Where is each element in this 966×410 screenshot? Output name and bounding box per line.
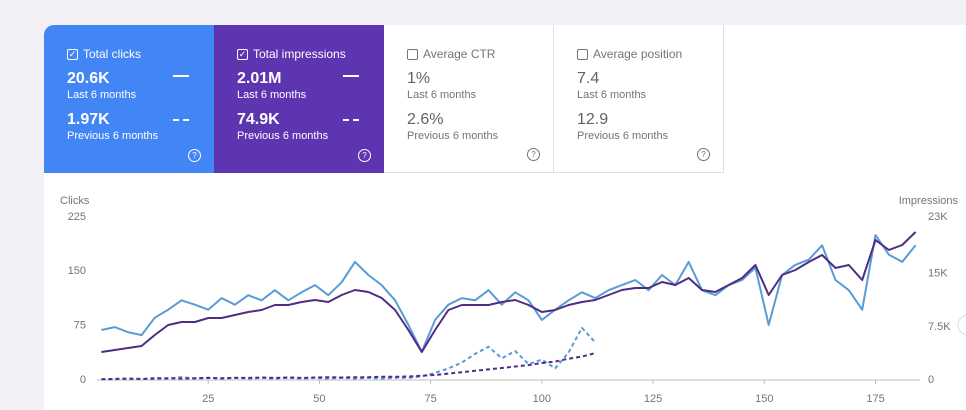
x-tick-label: 25 [202,393,214,405]
current-period: Last 6 months [237,89,307,101]
current-value: 7.4 [577,70,600,87]
card-header: ✓ Total clicks [67,47,214,61]
series-line [101,352,596,381]
help-icon: ? [697,148,710,161]
card-header: Average CTR [407,47,553,61]
card-label: Average CTR [423,47,496,61]
previous-value: 12.9 [577,111,609,128]
previous-period: Previous 6 months [67,130,159,142]
card-label: Total clicks [83,47,142,61]
current-value: 2.01M [237,70,282,87]
current-value: 20.6K [67,70,110,87]
solid-line-key [343,75,359,77]
metric-card[interactable]: Average CTR 1% Last 6 months 2.6% Previous 6… [384,25,554,173]
card-header: Average position [577,47,723,61]
current-period: Last 6 months [67,89,137,101]
dashed-line-key [173,119,189,121]
checkbox[interactable]: ✓ [237,48,248,60]
y2-tick-label: 0 [928,374,934,386]
current-period: Last 6 months [407,89,477,101]
x-tick-label: 150 [755,393,773,405]
dashed-line-key [343,119,359,121]
current-period: Last 6 months [577,89,647,101]
x-tick-label: 75 [425,393,437,405]
y-tick-label: 75 [74,320,86,332]
x-tick-label: 100 [533,393,551,405]
previous-period: Previous 6 months [407,130,499,142]
previous-value: 74.9K [237,111,280,128]
checkbox[interactable] [407,48,418,60]
x-tick-label: 50 [313,393,325,405]
series-line [101,326,596,381]
scroll-handle[interactable] [957,314,966,336]
y-tick-label: 225 [68,211,86,223]
y2-tick-label: 15K [928,268,948,280]
x-tick-label: 125 [644,393,662,405]
x-tick-label: 175 [866,393,884,405]
card-label: Average position [593,47,683,61]
y-tick-label: 150 [68,265,86,277]
metric-card[interactable]: ✓ Total impressions 2.01M Last 6 months 74.9… [214,25,384,173]
y2-axis-label: Impressions [899,195,959,207]
previous-period: Previous 6 months [577,130,669,142]
checkbox[interactable] [577,48,588,60]
y-axis-label: Clicks [60,195,90,207]
series-line [101,234,917,353]
metric-card[interactable]: ✓ Total clicks 20.6K Last 6 months 1.97K Prev… [44,25,214,173]
previous-period: Previous 6 months [237,130,329,142]
solid-line-key [173,75,189,77]
previous-value: 1.97K [67,111,110,128]
help-icon: ? [527,148,540,161]
y2-tick-label: 23K [928,211,948,223]
help-icon: ? [358,149,371,162]
checkbox[interactable]: ✓ [67,48,78,60]
y2-tick-label: 7.5K [928,321,951,333]
card-label: Total impressions [253,47,346,61]
help-icon: ? [188,149,201,162]
card-header: ✓ Total impressions [237,47,384,61]
current-value: 1% [407,70,431,87]
previous-value: 2.6% [407,111,444,128]
metric-card[interactable]: Average position 7.4 Last 6 months 12.9 Prev… [554,25,724,173]
y-tick-label: 0 [80,374,86,386]
series-line [101,231,917,353]
